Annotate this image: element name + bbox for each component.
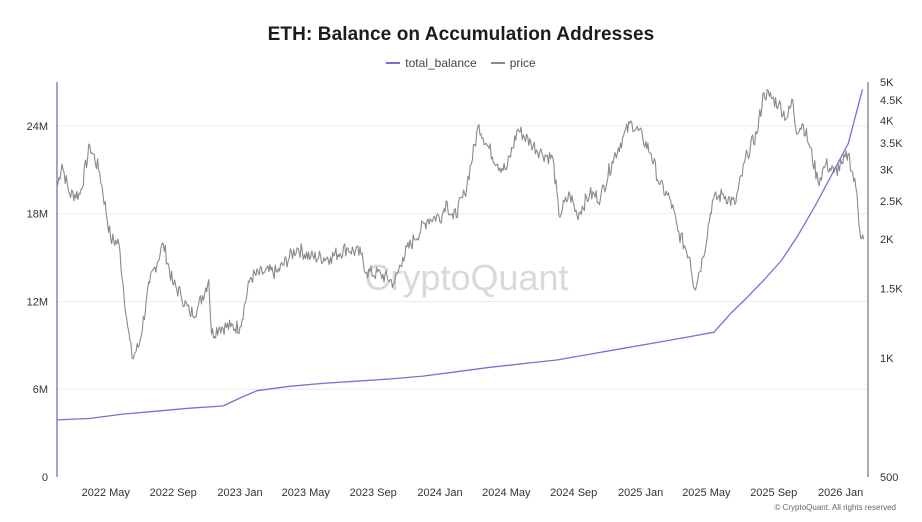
legend-item-price[interactable]: price: [490, 56, 536, 70]
y-right-tick-label: 4K: [880, 115, 894, 127]
series-lines: [56, 88, 865, 421]
y-right-tick-label: 4.5K: [880, 95, 903, 107]
x-tick-label: 2022 Sep: [150, 487, 197, 499]
chart-title: ETH: Balance on Accumulation Addresses: [267, 24, 655, 45]
legend-label-total-balance: total_balance: [405, 56, 477, 70]
series-line-price: [56, 88, 865, 360]
y-right-tick-label: 1.5K: [880, 284, 903, 296]
x-tick-label: 2023 Jan: [217, 487, 262, 499]
legend-item-total-balance[interactable]: total_balance: [386, 56, 477, 70]
series-line-total-balance: [56, 89, 864, 421]
legend-swatch-price: [490, 62, 505, 64]
axes: 0 6M 12M 18M 24M 500 1K 1.5K 2K 2.5K 3K 3.5K 4K 4.5K 5…: [27, 77, 904, 499]
y-right-tick-label: 5K: [880, 77, 894, 89]
y-right-tick-label: 500: [880, 472, 898, 484]
grid-lines: [57, 125, 868, 390]
watermark: CryptoQuant: [364, 257, 568, 298]
legend-swatch-total-balance: [386, 62, 401, 64]
copyright-footer: © CryptoQuant. All rights reserved: [774, 503, 897, 512]
x-tick-label: 2025 Jan: [618, 487, 663, 499]
x-tick-label: 2023 May: [282, 487, 331, 499]
x-tick-label: 2025 Sep: [750, 487, 797, 499]
y-left-tick-label: 12M: [27, 296, 48, 308]
x-tick-label: 2023 Sep: [350, 487, 397, 499]
x-tick-label: 2024 Sep: [550, 487, 597, 499]
y-right-tick-label: 3.5K: [880, 138, 903, 150]
x-tick-label: 2022 May: [82, 487, 131, 499]
y-left-tick-label: 18M: [27, 209, 48, 221]
y-left-tick-label: 24M: [27, 121, 48, 133]
legend-label-price: price: [509, 56, 536, 70]
y-right-tick-label: 3K: [880, 165, 894, 177]
y-right-tick-label: 2.5K: [880, 196, 903, 208]
y-left-tick-label: 6M: [33, 384, 48, 396]
y-right-tick-label: 1K: [880, 353, 894, 365]
x-tick-label: 2024 May: [482, 487, 531, 499]
x-tick-label: 2024 Jan: [417, 487, 462, 499]
y-left-tick-label: 0: [42, 472, 48, 484]
x-tick-label: 2025 May: [682, 487, 731, 499]
y-right-tick-label: 2K: [880, 234, 894, 246]
x-tick-label: 2026 Jan: [818, 487, 863, 499]
chart-legend: total_balance price: [0, 56, 922, 70]
